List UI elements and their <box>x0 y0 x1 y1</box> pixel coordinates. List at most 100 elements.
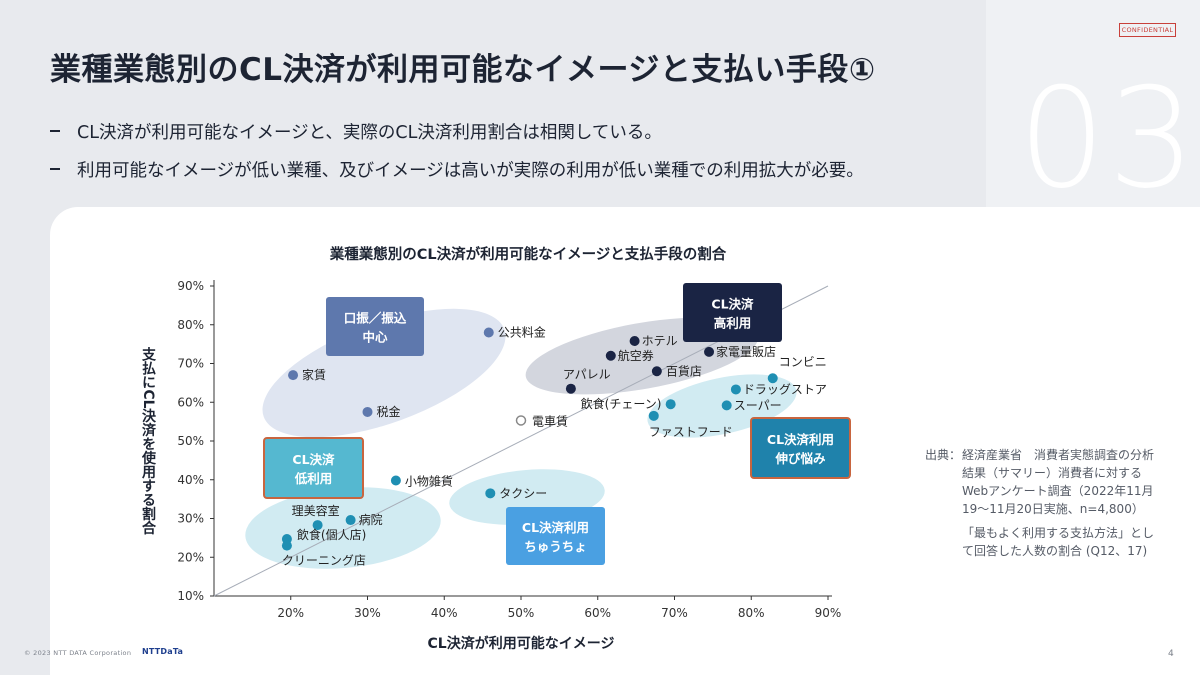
data-point <box>730 384 741 395</box>
page-title: 業種業態別のCL決済が利用可能なイメージと支払い手段① <box>50 52 876 88</box>
data-point-label: 電車賃 <box>532 413 568 428</box>
confidential-badge: CONFIDENTIAL <box>1119 23 1176 37</box>
y-tick-label: 50% <box>177 434 204 448</box>
data-point <box>362 406 373 417</box>
dash-icon <box>50 168 60 170</box>
y-tick-label: 30% <box>177 512 204 526</box>
y-axis-label: 支払にCL決済を使用する割合 <box>140 347 157 536</box>
data-point <box>605 350 616 361</box>
data-point-label: コンビニ <box>779 355 827 369</box>
data-point <box>651 366 662 377</box>
data-point-label: 百貨店 <box>666 363 702 378</box>
category-box-label: 高利用 <box>714 316 752 331</box>
category-box-label: 伸び悩み <box>774 451 826 466</box>
data-point <box>767 373 778 384</box>
bullet-list: CL決済が利用可能なイメージと、実際のCL決済利用割合は相関している。 利用可能… <box>50 112 864 188</box>
category-box-label: CL決済 <box>711 297 754 312</box>
category-box-label: CL決済 <box>292 452 335 467</box>
data-point-label: 病院 <box>359 512 383 527</box>
page-number: 4 <box>1168 649 1174 659</box>
x-tick-label: 50% <box>508 606 535 620</box>
source-label: 出典： <box>925 448 962 462</box>
data-point-label: スーパー <box>734 398 782 412</box>
data-point-label: 航空券 <box>618 348 654 363</box>
y-tick-label: 70% <box>177 357 204 371</box>
data-point-label: 家電量販店 <box>716 344 776 359</box>
section-number: 03 <box>1018 58 1198 219</box>
bullet-text: CL決済が利用可能なイメージと、実際のCL決済利用割合は相関している。 <box>77 122 662 143</box>
category-box-label: 口振／振込 <box>344 311 407 326</box>
category-box-label: CL決済利用 <box>767 432 834 447</box>
data-point-label: アパレル <box>563 368 611 382</box>
y-tick-label: 60% <box>177 395 204 409</box>
x-tick-label: 40% <box>431 606 458 620</box>
y-tick-label: 10% <box>177 589 204 603</box>
y-tick-label: 80% <box>177 318 204 332</box>
data-point-label: 飲食(チェーン) <box>581 396 662 411</box>
bullet-item: 利用可能なイメージが低い業種、及びイメージは高いが実際の利用が低い業種での利用拡… <box>50 150 864 188</box>
data-point <box>629 336 640 347</box>
data-point-label: ファストフード <box>649 425 733 439</box>
ntt-data-logo: NTTDaTa <box>142 647 184 656</box>
category-box-label: CL決済利用 <box>522 520 589 535</box>
x-tick-label: 90% <box>815 606 842 620</box>
chart-card <box>50 207 1200 675</box>
x-tick-label: 70% <box>661 606 688 620</box>
data-point-label: 公共料金 <box>498 325 546 340</box>
section-panel <box>986 0 1200 207</box>
category-box-label: 低利用 <box>294 471 333 486</box>
data-point-label: 理美容室 <box>292 503 340 518</box>
y-tick-label: 40% <box>177 473 204 487</box>
category-box-bg <box>506 507 605 565</box>
source-note: 出典： 経済産業省 消費者実態調査の分析結果（サマリー）消費者に対するWebアン… <box>925 446 1157 560</box>
x-tick-label: 30% <box>354 606 381 620</box>
data-point <box>565 383 576 394</box>
y-tick-label: 90% <box>177 279 204 293</box>
category-box-label: 中心 <box>362 330 388 345</box>
chart-title: 業種業態別のCL決済が利用可能なイメージと支払手段の割合 <box>329 247 727 263</box>
category-box-bg <box>326 297 424 356</box>
bullet-item: CL決済が利用可能なイメージと、実際のCL決済利用割合は相関している。 <box>50 112 864 150</box>
data-point-label: ホテル <box>642 334 678 348</box>
data-point-label: 小物雑貨 <box>405 474 453 489</box>
data-point-label: 家賃 <box>302 367 326 382</box>
data-point-label: 飲食(個人店) <box>297 527 366 542</box>
data-point-label: タクシー <box>499 486 547 500</box>
copyright: © 2023 NTT DATA Corporation <box>24 649 132 657</box>
x-axis-label: CL決済が利用可能なイメージ <box>428 635 615 652</box>
category-box-label: ちゅうちょ <box>524 539 587 554</box>
source-note-text: 「最もよく利用する支払方法」として回答した人数の割合 (Q12、17) <box>962 526 1155 558</box>
category-box-bg <box>263 437 364 499</box>
data-point <box>390 475 401 486</box>
data-point <box>721 400 732 411</box>
category-box-bg <box>750 417 851 479</box>
data-point <box>515 415 527 426</box>
data-point-label: ドラッグストア <box>743 382 827 396</box>
data-point <box>648 410 659 421</box>
data-point <box>665 399 676 410</box>
x-tick-label: 60% <box>584 606 611 620</box>
data-point <box>288 370 299 381</box>
data-point <box>485 488 496 499</box>
cluster-teal-ellipse <box>245 487 441 569</box>
dash-icon <box>50 130 60 132</box>
x-tick-label: 20% <box>277 606 304 620</box>
data-point-label: 税金 <box>377 404 401 419</box>
data-point <box>483 327 494 338</box>
source-text: 経済産業省 消費者実態調査の分析結果（サマリー）消費者に対するWebアンケート調… <box>962 448 1155 516</box>
data-point <box>281 540 292 551</box>
y-tick-label: 20% <box>177 550 204 564</box>
category-box-bg <box>683 283 782 342</box>
data-point <box>345 515 356 526</box>
cluster-blue-ellipse <box>262 308 506 438</box>
data-point <box>312 520 323 531</box>
bullet-text: 利用可能なイメージが低い業種、及びイメージは高いが実際の利用が低い業種での利用拡… <box>77 160 864 181</box>
data-point <box>704 346 715 357</box>
data-point-label: クリーニング店 <box>282 554 366 568</box>
